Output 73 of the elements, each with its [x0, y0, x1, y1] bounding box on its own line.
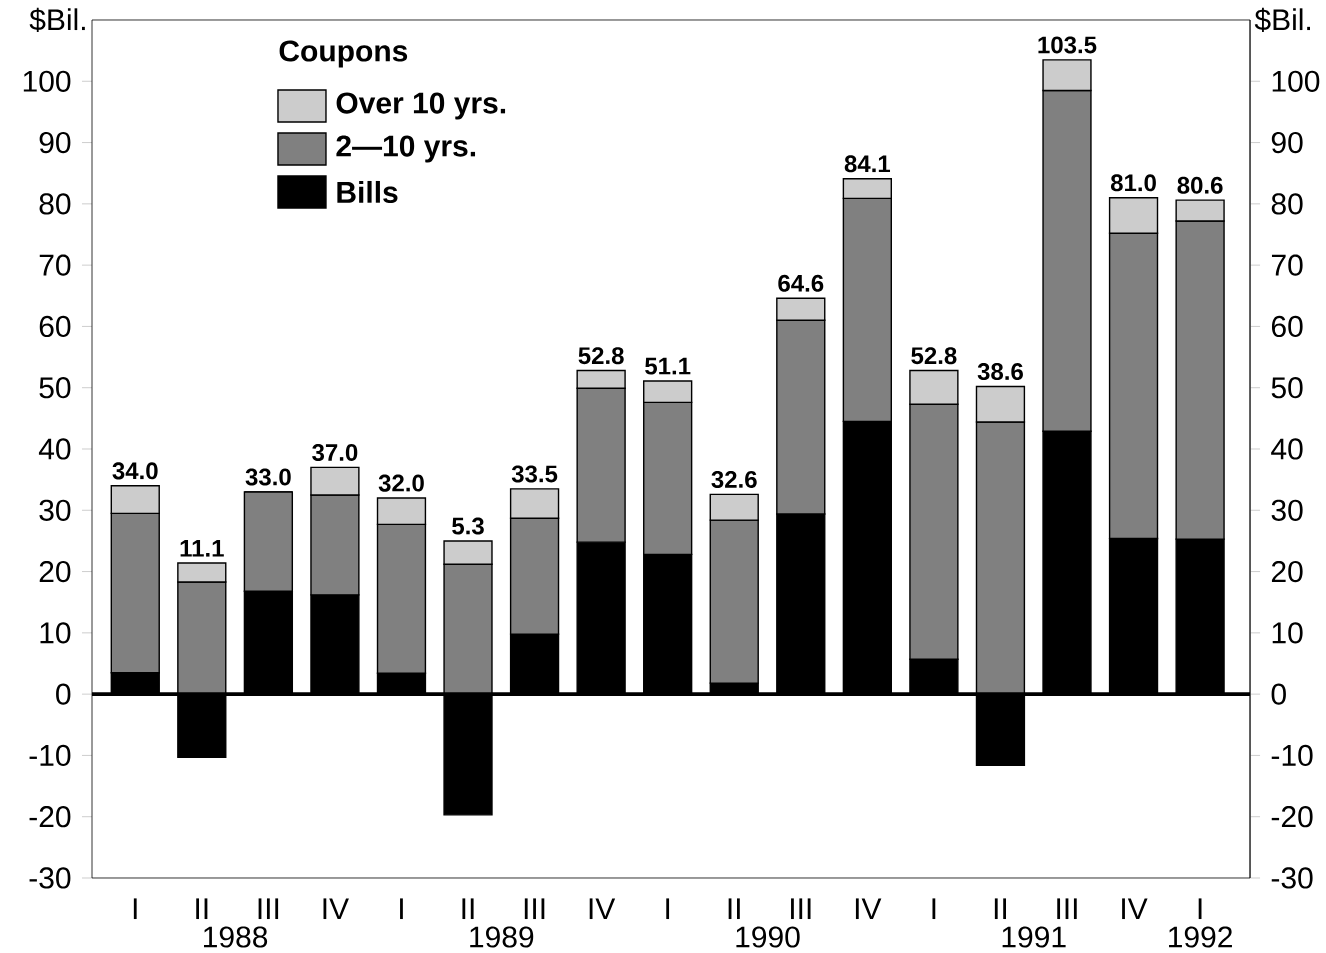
x-tick-label: II — [196, 898, 208, 920]
total-label: 81.0 — [1110, 174, 1156, 192]
x-tick-label: II — [462, 898, 474, 920]
total-label: 64.6 — [778, 274, 824, 292]
y-tick-label: 60 — [39, 315, 71, 338]
text: 1990 — [736, 926, 800, 948]
x-tick-label: III — [1057, 898, 1077, 920]
y-tick-label: 90 — [39, 131, 71, 154]
total-label: 80.6 — [1177, 176, 1223, 194]
x-tick-label: I — [666, 898, 670, 920]
x-tick-label: III — [258, 898, 279, 920]
total-label: 34.0 — [112, 462, 158, 480]
x-tick-label: IV — [855, 898, 882, 920]
y-tick-label: 30 — [39, 499, 71, 521]
y2-tick-label: 50 — [1271, 377, 1303, 399]
total-label: 52.8 — [578, 347, 624, 365]
x-tick-label: II — [994, 898, 1006, 920]
legend-label: Bills — [337, 180, 398, 203]
x-tick-label: II — [728, 898, 740, 920]
y-tick-label: 40 — [38, 438, 71, 460]
y2-tick-label: 30 — [1271, 499, 1303, 521]
y2-axis-title: $Bil. — [1254, 7, 1311, 33]
y2-tick-label: -10 — [1271, 744, 1313, 767]
y2-tick-label: 80 — [1271, 193, 1303, 215]
total-label: 84.1 — [844, 155, 891, 173]
total-label: 103.5 — [1038, 36, 1097, 54]
x-tick-label: IV — [323, 898, 349, 920]
y-tick-label: -30 — [29, 867, 71, 889]
y-tick-label: 80 — [39, 193, 71, 215]
x-tick-label: III — [524, 898, 545, 920]
text: 1988 — [204, 926, 268, 948]
total-label: 32.0 — [378, 474, 424, 492]
y2-tick-label: -20 — [1271, 806, 1313, 828]
total-label: 52.8 — [911, 347, 957, 365]
text: 1991 — [1002, 926, 1066, 948]
y2-tick-label: 20 — [1271, 560, 1303, 583]
text: 1989 — [470, 926, 534, 948]
total-label: 33.0 — [245, 468, 291, 486]
legend-label: 2—10 yrs. — [336, 135, 476, 163]
x-tick-label: IV — [1122, 898, 1148, 920]
y-tick-label: 100 — [23, 70, 71, 92]
total-label: 51.1 — [645, 357, 691, 375]
y2-tick-label: 90 — [1271, 131, 1303, 154]
total-label: 11.1 — [180, 540, 224, 557]
x-tick-label: I — [1198, 898, 1202, 920]
y-tick-label: -20 — [29, 806, 71, 828]
y2-tick-label: -30 — [1271, 867, 1313, 889]
y2-tick-label: 0 — [1271, 683, 1286, 705]
y2-tick-label: 60 — [1271, 315, 1303, 338]
total-label: 38.6 — [977, 363, 1023, 381]
total-label: 5.3 — [452, 517, 484, 535]
x-tick-label: I — [932, 898, 936, 920]
y-tick-label: -10 — [29, 744, 71, 767]
y2-tick-label: 100 — [1272, 70, 1320, 92]
x-tick-label: I — [133, 898, 137, 920]
x-tick-label: III — [791, 898, 811, 920]
legend-label: Over 10 yrs. — [336, 92, 506, 120]
text: 1992 — [1169, 926, 1232, 948]
x-tick-label: I — [400, 898, 403, 920]
legend-title: Coupons — [279, 40, 408, 68]
y-tick-label: 20 — [39, 560, 71, 583]
y-tick-label: 0 — [56, 683, 71, 705]
y2-tick-label: 10 — [1272, 622, 1303, 644]
total-label: 32.6 — [711, 470, 757, 488]
y-tick-label: 70 — [39, 254, 71, 276]
y2-tick-label: 40 — [1271, 438, 1303, 460]
y2-tick-label: 70 — [1271, 254, 1303, 276]
y-tick-label: 10 — [40, 622, 71, 644]
y-tick-label: 50 — [39, 377, 71, 399]
y-axis-title: $Bil. — [29, 7, 85, 33]
x-tick-label: IV — [589, 898, 616, 920]
total-label: 37.0 — [312, 443, 358, 461]
total-label: 33.5 — [511, 465, 558, 483]
